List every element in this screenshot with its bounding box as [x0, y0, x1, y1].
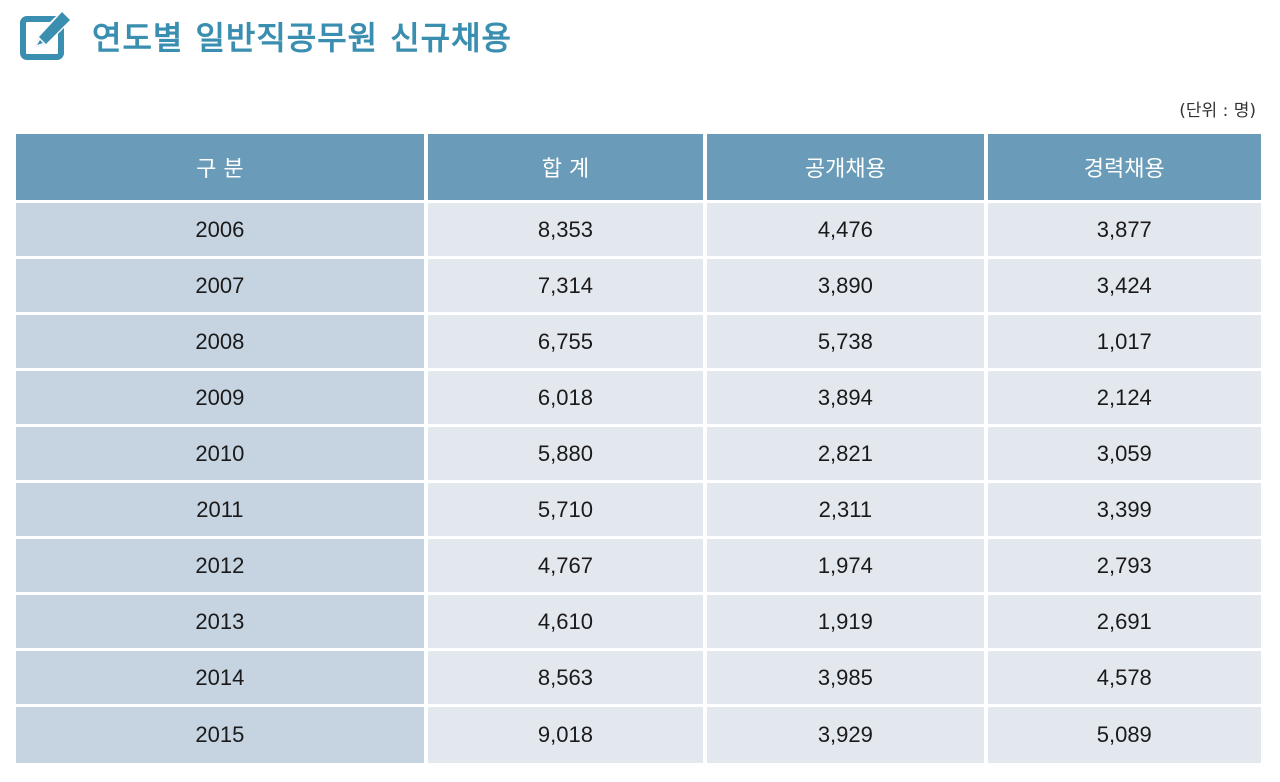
table-row: 2006 8,353 4,476 3,877	[16, 203, 1261, 259]
year-cell: 2007	[16, 259, 428, 315]
table-row: 2012 4,767 1,974 2,793	[16, 539, 1261, 595]
open-recruitment-cell: 3,985	[707, 651, 988, 707]
unit-note: (단위 : 명)	[1179, 101, 1256, 121]
year-cell: 2015	[16, 707, 428, 766]
total-cell: 5,880	[427, 427, 708, 483]
recruitment-table: 구 분 합 계 공개채용 경력채용 2006 8,353 4,476 3,877…	[16, 134, 1261, 766]
table-header-row: 구 분 합 계 공개채용 경력채용	[16, 134, 1261, 203]
table-row: 2008 6,755 5,738 1,017	[16, 315, 1261, 371]
table-row: 2013 4,610 1,919 2,691	[16, 595, 1261, 651]
open-recruitment-cell: 3,890	[707, 259, 988, 315]
open-recruitment-cell: 2,821	[707, 427, 988, 483]
career-recruitment-cell: 5,089	[987, 707, 1261, 766]
year-cell: 2006	[16, 203, 428, 259]
year-cell: 2013	[16, 595, 428, 651]
year-cell: 2010	[16, 427, 428, 483]
open-recruitment-cell: 2,311	[707, 483, 988, 539]
career-recruitment-cell: 3,877	[987, 203, 1261, 259]
table-row: 2014 8,563 3,985 4,578	[16, 651, 1261, 707]
table-row: 2007 7,314 3,890 3,424	[16, 259, 1261, 315]
career-recruitment-cell: 3,424	[987, 259, 1261, 315]
open-recruitment-cell: 1,919	[707, 595, 988, 651]
year-cell: 2011	[16, 483, 428, 539]
open-recruitment-cell: 5,738	[707, 315, 988, 371]
title-row: 연도별 일반직공무원 신규채용	[18, 6, 512, 66]
table-row: 2011 5,710 2,311 3,399	[16, 483, 1261, 539]
year-cell: 2014	[16, 651, 428, 707]
career-recruitment-cell: 2,691	[987, 595, 1261, 651]
total-cell: 6,018	[427, 371, 708, 427]
total-cell: 5,710	[427, 483, 708, 539]
career-recruitment-cell: 2,124	[987, 371, 1261, 427]
career-recruitment-cell: 3,059	[987, 427, 1261, 483]
total-cell: 8,563	[427, 651, 708, 707]
year-cell: 2009	[16, 371, 428, 427]
open-recruitment-cell: 1,974	[707, 539, 988, 595]
total-cell: 4,610	[427, 595, 708, 651]
year-cell: 2012	[16, 539, 428, 595]
table-row: 2009 6,018 3,894 2,124	[16, 371, 1261, 427]
total-cell: 7,314	[427, 259, 708, 315]
edit-icon	[20, 11, 71, 60]
total-cell: 4,767	[427, 539, 708, 595]
total-cell: 9,018	[427, 707, 708, 766]
open-recruitment-cell: 3,929	[707, 707, 988, 766]
column-header-category: 구 분	[16, 134, 428, 203]
column-header-open-recruitment: 공개채용	[707, 134, 988, 203]
total-cell: 8,353	[427, 203, 708, 259]
career-recruitment-cell: 4,578	[987, 651, 1261, 707]
year-cell: 2008	[16, 315, 428, 371]
column-header-total: 합 계	[427, 134, 708, 203]
table-row: 2010 5,880 2,821 3,059	[16, 427, 1261, 483]
career-recruitment-cell: 1,017	[987, 315, 1261, 371]
page-title: 연도별 일반직공무원 신규채용	[92, 19, 513, 57]
career-recruitment-cell: 3,399	[987, 483, 1261, 539]
total-cell: 6,755	[427, 315, 708, 371]
column-header-career-recruitment: 경력채용	[987, 134, 1261, 203]
open-recruitment-cell: 3,894	[707, 371, 988, 427]
open-recruitment-cell: 4,476	[707, 203, 988, 259]
table-row: 2015 9,018 3,929 5,089	[16, 707, 1261, 766]
career-recruitment-cell: 2,793	[987, 539, 1261, 595]
